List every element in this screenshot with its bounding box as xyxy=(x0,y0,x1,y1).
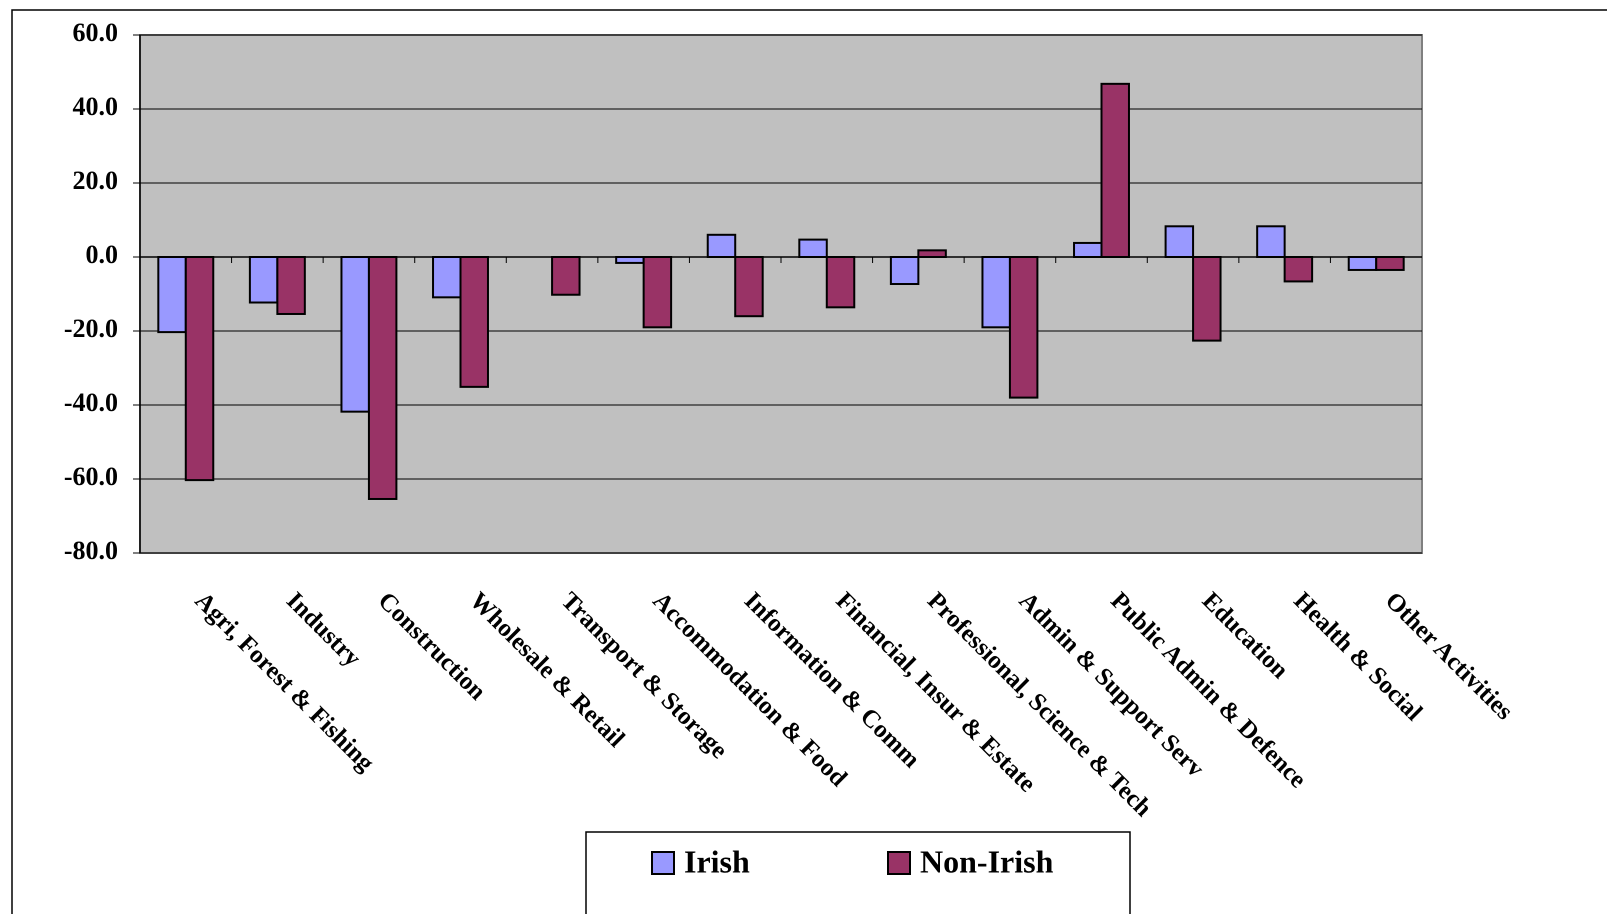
y-tick-label: 20.0 xyxy=(73,166,119,195)
bar xyxy=(798,238,828,258)
y-tick-label: 40.0 xyxy=(73,92,119,121)
plot-area xyxy=(139,34,1423,554)
legend-label: Non-Irish xyxy=(920,843,1054,879)
bar xyxy=(340,256,370,413)
bar xyxy=(825,256,856,309)
bar xyxy=(248,256,279,304)
y-tick-label: 0.0 xyxy=(86,240,119,269)
bar xyxy=(615,256,645,264)
y-tick-label: -40.0 xyxy=(64,388,118,417)
bar xyxy=(1283,256,1314,283)
bar xyxy=(1164,225,1195,258)
bar xyxy=(184,256,215,482)
bar xyxy=(734,256,764,318)
y-tick-label: -20.0 xyxy=(64,314,118,343)
bar xyxy=(642,256,673,329)
bar xyxy=(1008,256,1039,399)
bar xyxy=(432,256,462,299)
legend-label: Irish xyxy=(684,843,750,879)
bar xyxy=(706,233,737,259)
bar xyxy=(1192,256,1222,342)
bar xyxy=(1073,241,1103,259)
bar xyxy=(1347,256,1378,271)
bar xyxy=(917,249,947,258)
legend-swatch xyxy=(651,851,675,875)
bar xyxy=(459,256,489,388)
bar xyxy=(889,256,920,286)
y-tick-label: 60.0 xyxy=(73,18,119,47)
bar xyxy=(1256,225,1286,258)
legend-box xyxy=(585,831,1131,914)
bar xyxy=(1375,256,1405,271)
y-tick-label: -80.0 xyxy=(64,536,118,565)
legend-swatch xyxy=(887,851,911,875)
y-tick-label: -60.0 xyxy=(64,462,118,491)
bar xyxy=(551,256,581,296)
bar xyxy=(157,256,187,334)
bar xyxy=(1100,82,1130,258)
bar xyxy=(276,256,306,315)
bar xyxy=(981,256,1011,329)
bar xyxy=(367,256,398,500)
